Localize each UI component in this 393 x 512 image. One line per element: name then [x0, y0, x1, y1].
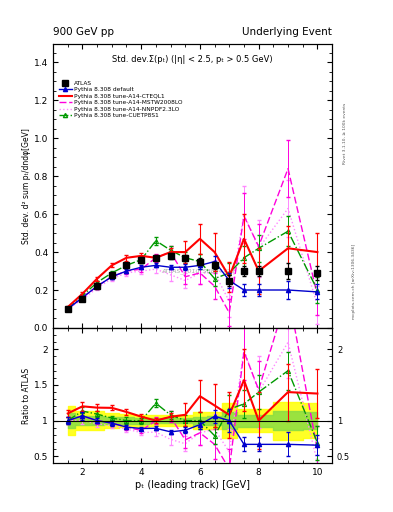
Text: 900 GeV pp: 900 GeV pp [53, 27, 114, 37]
Y-axis label: Ratio to ATLAS: Ratio to ATLAS [22, 368, 31, 424]
Text: Std. dev.Σ(pₜ) (|η| < 2.5, pₜ > 0.5 GeV): Std. dev.Σ(pₜ) (|η| < 2.5, pₜ > 0.5 GeV) [112, 55, 273, 64]
Text: mcplots.cern.ch [arXiv:1306.3436]: mcplots.cern.ch [arXiv:1306.3436] [352, 244, 356, 319]
Text: Rivet 3.1.10, ≥ 100k events: Rivet 3.1.10, ≥ 100k events [343, 102, 347, 164]
Text: Underlying Event: Underlying Event [242, 27, 332, 37]
Text: ATLAS_2010_S8894728: ATLAS_2010_S8894728 [162, 268, 235, 274]
Y-axis label: Std. dev. d² sum pₜ/dndφ[GeV]: Std. dev. d² sum pₜ/dndφ[GeV] [22, 128, 31, 244]
Legend: ATLAS, Pythia 8.308 default, Pythia 8.308 tune-A14-CTEQL1, Pythia 8.308 tune-A14: ATLAS, Pythia 8.308 default, Pythia 8.30… [59, 80, 182, 118]
X-axis label: pₜ (leading track) [GeV]: pₜ (leading track) [GeV] [135, 480, 250, 490]
